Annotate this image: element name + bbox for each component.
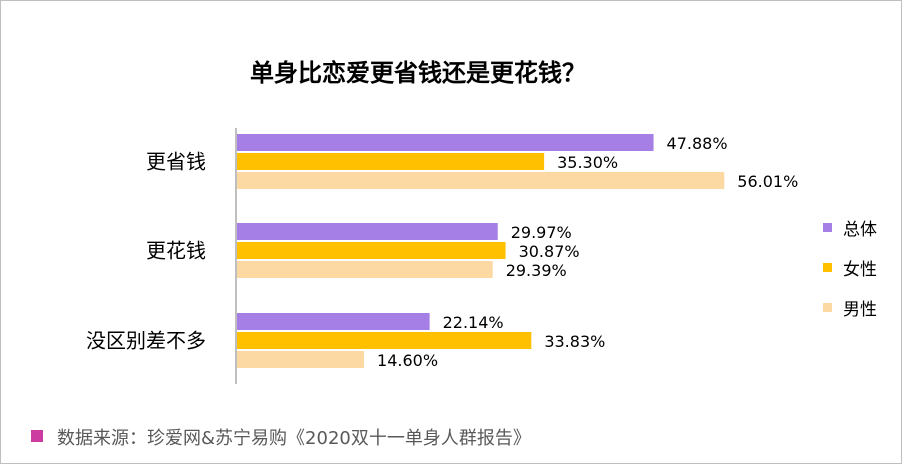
source-text: 数据来源：珍爱网&苏宁易购《2020双十一单身人群报告》 <box>57 428 531 449</box>
legend-item-male: 男性 <box>823 295 893 320</box>
data-label: 29.39% <box>506 261 567 280</box>
legend-label-male: 男性 <box>843 300 877 320</box>
data-label: 14.60% <box>377 351 438 370</box>
legend-swatch-male <box>823 303 832 312</box>
data-label: 47.88% <box>667 134 728 153</box>
data-label: 33.83% <box>544 332 605 351</box>
data-label: 22.14% <box>443 313 504 332</box>
bar <box>237 172 725 189</box>
bar <box>237 223 498 240</box>
bar <box>237 261 493 278</box>
bar <box>237 351 365 368</box>
category-label: 更省钱 <box>146 150 206 174</box>
legend-item-overall: 总体 <box>823 215 893 240</box>
data-label: 30.87% <box>519 242 580 261</box>
bar <box>237 242 506 259</box>
legend-swatch-overall <box>823 223 832 232</box>
category-label: 更花钱 <box>146 239 206 263</box>
legend-swatch-female <box>823 263 832 272</box>
category-label: 没区别差不多 <box>86 329 206 353</box>
legend-label-female: 女性 <box>843 260 877 280</box>
legend-item-female: 女性 <box>823 255 893 280</box>
bar <box>237 313 430 330</box>
source-marker <box>31 430 43 442</box>
bar <box>237 134 654 151</box>
bar <box>237 153 545 170</box>
data-label: 56.01% <box>737 172 798 191</box>
data-label: 29.97% <box>511 223 572 242</box>
bar <box>237 332 532 349</box>
data-label: 35.30% <box>557 153 618 172</box>
legend-label-overall: 总体 <box>843 220 877 240</box>
chart-title: 单身比恋爱更省钱还是更花钱？ <box>250 59 586 87</box>
